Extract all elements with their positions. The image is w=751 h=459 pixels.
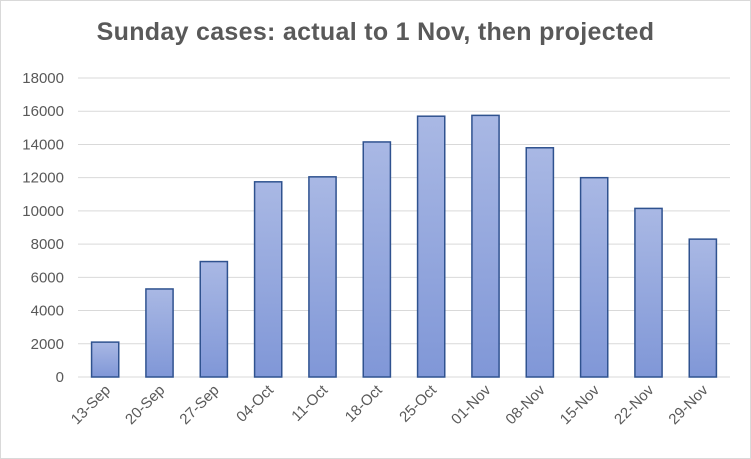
bar-15-Nov xyxy=(579,176,609,378)
y-tick-label: 10000 xyxy=(22,203,64,220)
y-tick-label: 18000 xyxy=(22,70,64,87)
x-tick-label: 27-Sep xyxy=(176,382,222,428)
x-tick-label: 15-Nov xyxy=(557,381,604,428)
bar-22-Nov xyxy=(634,207,663,378)
bar-11-Oct xyxy=(308,176,337,378)
y-tick-label: 12000 xyxy=(22,170,64,187)
bar-29-Nov xyxy=(688,238,718,378)
bars xyxy=(90,114,718,378)
bar-13-Sep xyxy=(90,341,120,378)
bar-18-Oct xyxy=(362,141,392,378)
bar-08-Nov xyxy=(525,147,555,378)
x-axis-ticks: 13-Sep 20-Sep 27-Sep 04-Oct 11-Oct 18-Oct 25-O… xyxy=(68,381,712,428)
x-tick-label: 25-Oct xyxy=(396,381,440,425)
x-tick-label: 08-Nov xyxy=(502,381,549,428)
chart-title: Sunday cases: actual to 1 Nov, then proj… xyxy=(96,18,655,46)
x-tick-label: 20-Sep xyxy=(122,382,168,428)
x-tick-label: 01-Nov xyxy=(448,381,495,428)
y-tick-label: 8000 xyxy=(31,236,64,253)
y-tick-label: 4000 xyxy=(31,303,64,320)
gridlines xyxy=(78,77,730,378)
x-tick-label: 13-Sep xyxy=(68,382,114,428)
bar-01-Nov xyxy=(471,114,500,378)
x-tick-label: 18-Oct xyxy=(342,381,386,425)
bar-04-Oct xyxy=(253,181,283,378)
y-tick-label: 16000 xyxy=(22,103,64,120)
x-tick-label: 22-Nov xyxy=(611,381,658,428)
y-tick-label: 0 xyxy=(56,369,64,386)
bar-25-Oct xyxy=(416,115,446,378)
y-axis-ticks: 0 2000 4000 6000 8000 10000 12000 14000 16000 180… xyxy=(22,70,64,386)
bar-27-Sep xyxy=(199,260,229,378)
x-tick-label: 11-Oct xyxy=(288,381,332,425)
x-tick-label: 04-Oct xyxy=(233,381,277,425)
y-tick-label: 6000 xyxy=(31,269,64,286)
y-tick-label: 2000 xyxy=(31,336,64,353)
bar-20-Sep xyxy=(145,288,174,378)
y-tick-label: 14000 xyxy=(22,136,64,153)
x-tick-label: 29-Nov xyxy=(665,381,712,428)
